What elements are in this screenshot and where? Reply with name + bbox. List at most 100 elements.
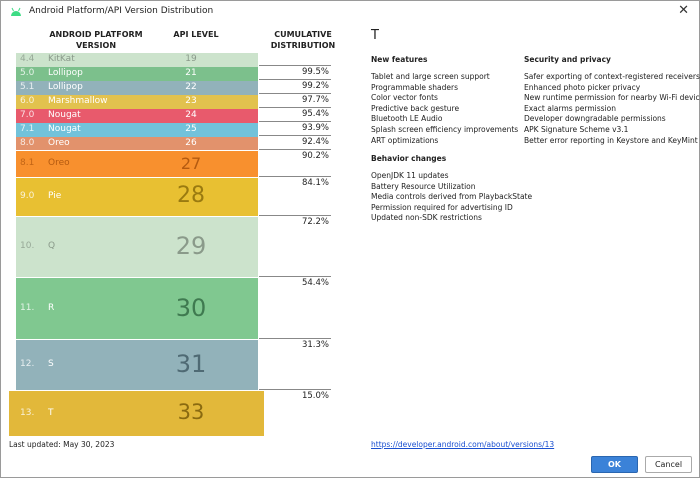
- column-header: ANDROID PLATFORM VERSION: [49, 30, 143, 50]
- cancel-button[interactable]: Cancel: [645, 456, 692, 473]
- cumulative-distribution: 31.3%: [301, 340, 329, 350]
- details-title: T: [371, 28, 379, 43]
- cumulative-distribution: 15.0%: [301, 391, 329, 401]
- version-name: Nougat: [48, 124, 81, 134]
- section-heading: Security and privacy: [524, 55, 611, 64]
- table-row[interactable]: 12. S 31: [16, 340, 258, 390]
- list-item: APK Signature Scheme v3.1: [524, 124, 629, 134]
- table-row[interactable]: 6.0 Marshmallow 23: [16, 95, 258, 109]
- api-level: 25: [185, 124, 197, 135]
- cumulative-distribution: 97.7%: [301, 95, 329, 105]
- list-item: Splash screen efficiency improvements: [371, 124, 519, 134]
- table-row[interactable]: 8.1 Oreo 27: [16, 151, 258, 177]
- version-name: Lollipop: [48, 82, 83, 92]
- divider: [259, 276, 331, 277]
- list-item: Developer downgradable permissions: [524, 114, 666, 124]
- divider: [259, 176, 331, 177]
- section: Behavior changes OpenJDK 11 updates Batter…: [371, 154, 532, 224]
- cumulative-distribution: 99.5%: [301, 67, 329, 77]
- divider: [259, 389, 331, 390]
- list-item: OpenJDK 11 updates: [371, 171, 449, 180]
- version-label: 4.4: [20, 54, 35, 64]
- version-label: 11.: [20, 302, 35, 313]
- version-label: 8.1: [20, 158, 35, 168]
- api-level: 27: [180, 154, 202, 174]
- cumulative-distribution: 84.1%: [301, 178, 329, 188]
- divider: [259, 79, 331, 80]
- ok-button[interactable]: OK: [591, 456, 638, 473]
- version-name: Marshmallow: [48, 96, 108, 106]
- list-item: Bluetooth LE Audio: [371, 114, 443, 124]
- table-row[interactable]: 8.0 Oreo 26: [16, 137, 258, 150]
- api-level: 22: [185, 82, 197, 93]
- divider: [259, 215, 331, 216]
- version-label: 6.0: [20, 96, 35, 106]
- cumulative-distribution: 95.4%: [301, 109, 329, 119]
- api-level: 21: [185, 68, 197, 79]
- list-item: ART optimizations: [371, 135, 439, 145]
- api-level: 23: [185, 96, 197, 107]
- list-item: Safer exporting of context-registered re…: [524, 72, 700, 81]
- section: Security and privacy Safer exporting of c…: [524, 55, 700, 146]
- list-item: Color vector fonts: [371, 93, 438, 103]
- version-name: S: [48, 359, 54, 369]
- table-row[interactable]: 7.1 Nougat 25: [16, 123, 258, 137]
- api-level: 33: [177, 400, 205, 425]
- table-row[interactable]: 7.0 Nougat 24: [16, 109, 258, 123]
- list-item: Exact alarms permission: [524, 103, 617, 113]
- table-row[interactable]: 5.1 Lollipop 22: [16, 81, 258, 95]
- list-item: Updated non-SDK restrictions: [371, 213, 482, 223]
- list-item: Programmable shaders: [371, 82, 459, 92]
- api-level: 29: [175, 232, 207, 261]
- version-name: Nougat: [48, 110, 81, 120]
- list-item: Tablet and large screen support: [371, 72, 490, 81]
- version-name: R: [48, 302, 55, 313]
- version-label: 10.: [20, 241, 35, 251]
- divider: [259, 149, 331, 150]
- divider: [259, 338, 331, 339]
- section-heading: New features: [371, 55, 428, 64]
- table-row[interactable]: 4.4 KitKat 19: [16, 53, 258, 67]
- api-level: 26: [185, 137, 197, 148]
- cumulative-distribution: 93.9%: [301, 123, 329, 133]
- version-label: 5.0: [20, 68, 35, 78]
- cumulative-distribution: 90.2%: [301, 151, 329, 161]
- list-item: Better error reporting in Keystore and K…: [524, 135, 698, 145]
- api-level: 30: [175, 293, 207, 322]
- table-row[interactable]: 13. T 33: [9, 391, 264, 436]
- android-icon: [11, 7, 21, 16]
- divider: [259, 135, 331, 136]
- api-level: 28: [177, 183, 205, 209]
- version-name: T: [48, 407, 54, 418]
- cumulative-distribution: 72.2%: [301, 217, 329, 227]
- close-button[interactable]: ✕: [678, 3, 689, 18]
- version-name: Pie: [48, 191, 62, 201]
- version-label: 7.0: [20, 110, 35, 120]
- title-bar: Android Platform/API Version Distributio…: [1, 1, 699, 23]
- list-item: Predictive back gesture: [371, 103, 460, 113]
- version-label: 7.1: [20, 124, 35, 134]
- version-label: 8.0: [20, 138, 35, 148]
- link[interactable]: https://developer.android.com/about/vers…: [371, 440, 555, 449]
- cumulative-distribution: 99.2%: [301, 81, 329, 91]
- last-updated: Last updated: May 30, 2023: [9, 440, 115, 449]
- section: New features Tablet and large screen supp…: [371, 55, 518, 146]
- list-item: Media controls derived from PlaybackStat…: [371, 192, 533, 202]
- divider: [259, 107, 331, 108]
- table-row[interactable]: 5.0 Lollipop 21: [16, 67, 258, 81]
- api-level: 31: [175, 350, 207, 379]
- divider: [259, 93, 331, 94]
- version-name: Lollipop: [48, 68, 83, 78]
- api-level: 19: [185, 54, 197, 65]
- table-row[interactable]: 10. Q 29: [16, 217, 258, 277]
- version-label: 13.: [20, 407, 35, 418]
- version-name: Q: [48, 241, 56, 251]
- table-row[interactable]: 9.0 Pie 28: [16, 178, 258, 216]
- column-header: API LEVEL: [173, 30, 219, 39]
- table-row[interactable]: 11. R 30: [16, 278, 258, 339]
- divider: [259, 121, 331, 122]
- list-item: Battery Resource Utilization: [371, 181, 476, 191]
- cumulative-distribution: 92.4%: [301, 137, 329, 147]
- version-label: 12.: [20, 359, 35, 369]
